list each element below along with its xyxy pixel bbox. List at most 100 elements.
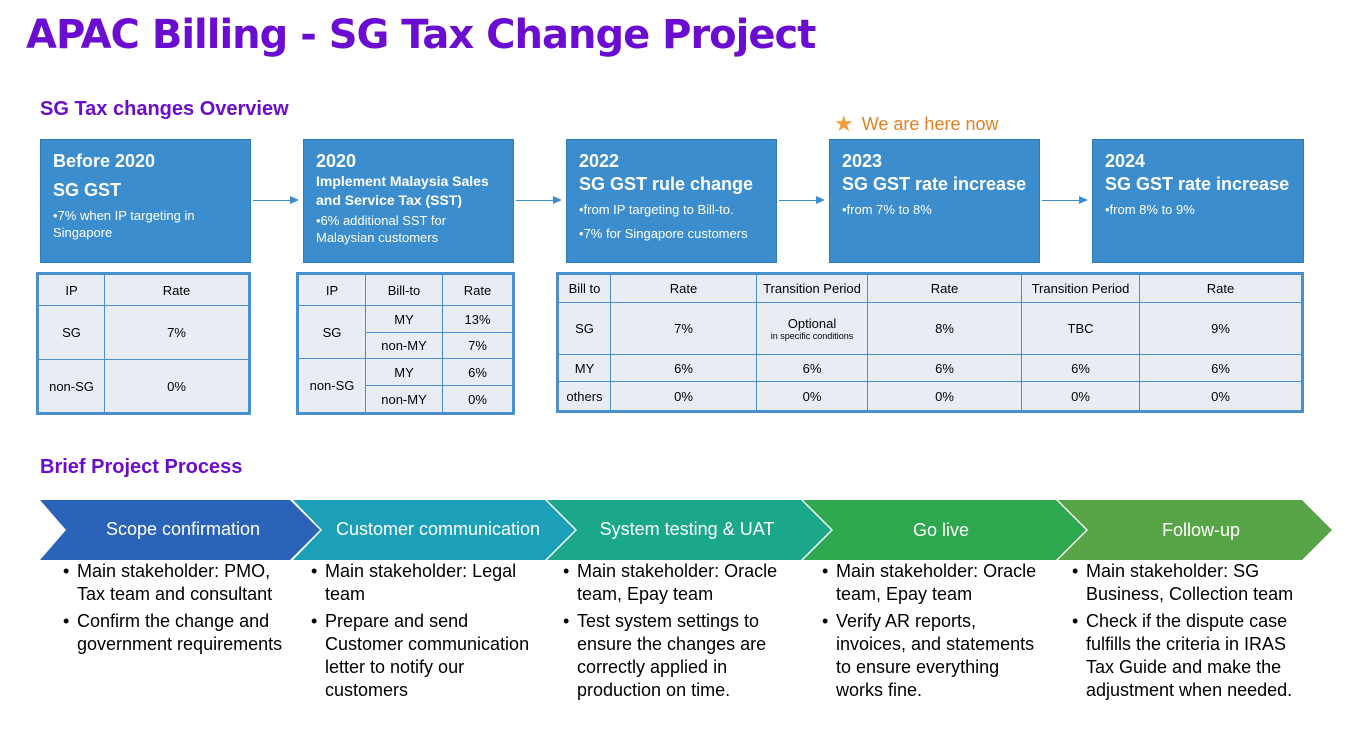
table-header: Rate <box>104 274 249 306</box>
table-cell: 0% <box>867 381 1022 411</box>
table-cell: 0% <box>756 381 868 411</box>
arrow-right-icon <box>1042 195 1088 204</box>
table-cell: 6% <box>867 354 1022 382</box>
process-details-testing: Main stakeholder: Oracle team, Epay team… <box>563 560 791 706</box>
table-cell: 0% <box>1139 381 1302 411</box>
table-cell: non-SG <box>38 359 105 413</box>
table-cell: 6% <box>610 354 757 382</box>
overview-heading: SG Tax changes Overview <box>40 98 289 120</box>
arrow-right-icon <box>253 195 299 204</box>
timeline-bullet: •6% additional SST for Malaysian custome… <box>316 213 447 245</box>
timeline-bullet: •from 8% to 9% <box>1105 202 1195 217</box>
list-item: Main stakeholder: Oracle team, Epay team <box>822 560 1050 606</box>
table-cell: 0% <box>1021 381 1140 411</box>
timeline-bullet: •from 7% to 8% <box>842 202 932 217</box>
timeline-box-2020: 2020 Implement Malaysia Sales and Servic… <box>303 139 514 263</box>
list-item: Main stakeholder: Legal team <box>311 560 539 606</box>
table-cell: 0% <box>442 385 513 413</box>
timeline-year: 2020 <box>316 151 357 171</box>
table-header: Transition Period <box>756 274 868 303</box>
table-cell: others <box>558 381 611 411</box>
process-details-golive: Main stakeholder: Oracle team, Epay team… <box>822 560 1050 706</box>
process-step-label: System testing & UAT <box>599 518 775 539</box>
list-item: Check if the dispute case fulfills the c… <box>1072 610 1310 702</box>
table-cell: MY <box>365 305 443 333</box>
table-cell: 7% <box>610 302 757 355</box>
process-step-label: Customer communication <box>335 518 541 539</box>
process-chevrons <box>40 500 1332 560</box>
table-cell: non-SG <box>298 358 366 413</box>
timeline-year: 2023 <box>842 151 883 171</box>
table-cell: non-MY <box>365 332 443 359</box>
table-header: Bill to <box>558 274 611 303</box>
table-cell: 0% <box>610 381 757 411</box>
process-step-label: Scope confirmation <box>105 518 261 539</box>
timeline-box-2022: 2022 SG GST rule change •from IP targeti… <box>566 139 777 263</box>
table-cell: 6% <box>442 358 513 386</box>
table-cell: 7% <box>442 332 513 359</box>
table-cell: non-MY <box>365 385 443 413</box>
list-item: Verify AR reports, invoices, and stateme… <box>822 610 1050 702</box>
table-header: IP <box>38 274 105 306</box>
timeline-heading: SG GST <box>53 180 122 200</box>
timeline-bullet: •from IP targeting to Bill-to. <box>579 202 734 217</box>
table-cell: 0% <box>104 359 249 413</box>
timeline-heading: SG GST rule change <box>579 174 754 194</box>
timeline-box-before-2020: Before 2020 SG GST •7% when IP targeting… <box>40 139 251 263</box>
chevron-communication <box>293 500 575 560</box>
table-header: Rate <box>442 274 513 306</box>
rate-table-2020: IP Bill-to Rate SG MY 13% non-MY 7% non-… <box>296 272 515 415</box>
timeline-box-2024: 2024 SG GST rate increase •from 8% to 9% <box>1092 139 1304 263</box>
table-cell: 13% <box>442 305 513 333</box>
here-note: ★ We are here now <box>834 111 998 137</box>
table-header: Rate <box>867 274 1022 303</box>
arrow-right-icon <box>779 195 825 204</box>
process-details-scope: Main stakeholder: PMO, Tax team and cons… <box>63 560 291 660</box>
optional-label: Optional <box>787 315 837 331</box>
table-cell-optional: Optional in specific conditions <box>756 302 868 355</box>
rate-table-2022-2024: Bill to Rate Transition Period Rate Tran… <box>556 272 1304 413</box>
table-header: Rate <box>1139 274 1302 303</box>
table-cell: MY <box>558 354 611 382</box>
process-details-communication: Main stakeholder: Legal team Prepare and… <box>311 560 539 706</box>
arrow-right-icon <box>516 195 562 204</box>
table-cell: 7% <box>104 305 249 360</box>
process-details-followup: Main stakeholder: SG Business, Collectio… <box>1072 560 1310 706</box>
timeline-box-2023: 2023 SG GST rate increase •from 7% to 8% <box>829 139 1040 263</box>
table-cell: 6% <box>1139 354 1302 382</box>
timeline-heading: Implement Malaysia Sales and Service Tax… <box>316 173 489 208</box>
timeline-year: Before 2020 <box>53 151 156 171</box>
chevron-followup <box>1058 500 1332 560</box>
timeline-heading: SG GST rate increase <box>1105 174 1290 194</box>
table-header: Transition Period <box>1021 274 1140 303</box>
list-item: Confirm the change and government requir… <box>63 610 291 656</box>
list-item: Test system settings to ensure the chang… <box>563 610 791 702</box>
rate-table-before-2020: IP Rate SG 7% non-SG 0% <box>36 272 251 415</box>
table-cell: 8% <box>867 302 1022 355</box>
list-item: Main stakeholder: SG Business, Collectio… <box>1072 560 1310 606</box>
timeline-heading: SG GST rate increase <box>842 174 1027 194</box>
chevron-scope <box>40 500 320 560</box>
table-cell: SG <box>298 305 366 359</box>
table-cell: 6% <box>1021 354 1140 382</box>
table-header: IP <box>298 274 366 306</box>
list-item: Main stakeholder: PMO, Tax team and cons… <box>63 560 291 606</box>
chevron-testing <box>547 500 831 560</box>
table-cell: 9% <box>1139 302 1302 355</box>
here-note-text: We are here now <box>861 114 999 134</box>
process-heading: Brief Project Process <box>40 456 243 478</box>
timeline-year: 2022 <box>579 151 620 171</box>
timeline-bullet: •7% for Singapore customers <box>579 226 748 241</box>
timeline-bullet: •7% when IP targeting in Singapore <box>53 208 195 240</box>
process-step-label: Follow-up <box>1161 519 1241 540</box>
timeline-year: 2024 <box>1105 151 1146 171</box>
table-cell: SG <box>558 302 611 355</box>
table-cell: MY <box>365 358 443 386</box>
table-header: Rate <box>610 274 757 303</box>
star-icon: ★ <box>834 111 854 136</box>
optional-sublabel: in specific conditions <box>770 330 854 341</box>
table-cell: TBC <box>1021 302 1140 355</box>
page-title: APAC Billing - SG Tax Change Project <box>26 12 816 58</box>
table-cell: SG <box>38 305 105 360</box>
list-item: Main stakeholder: Oracle team, Epay team <box>563 560 791 606</box>
